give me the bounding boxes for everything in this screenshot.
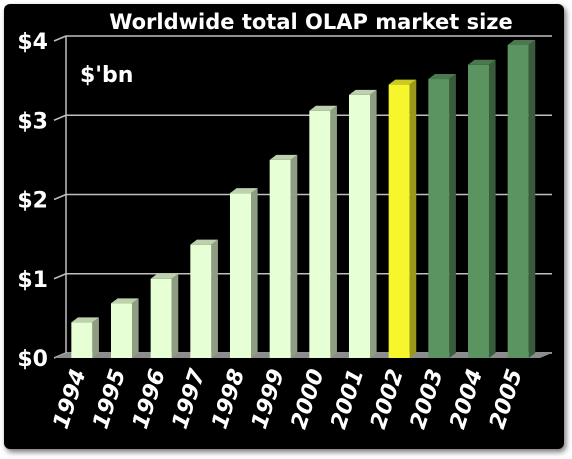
bar-front <box>71 322 93 358</box>
chart-title: Worldwide total OLAP market size <box>109 10 513 34</box>
bar-front <box>428 79 450 358</box>
bar-top <box>468 59 496 65</box>
bar-top <box>349 89 377 95</box>
x-tick-label: 1995 <box>89 366 132 432</box>
bar-front <box>269 159 291 358</box>
bar-2003 <box>428 74 456 358</box>
bar-2001 <box>349 89 377 358</box>
chart-frame: Worldwide total OLAP market size $'bn $0… <box>4 4 564 449</box>
bar-top <box>111 298 139 304</box>
x-tick-label: 1994 <box>49 366 92 432</box>
bar-front <box>349 94 370 358</box>
x-tick-label: 1997 <box>168 365 211 432</box>
bar-2004 <box>468 59 496 359</box>
bar-side <box>132 298 139 358</box>
bar-top <box>428 74 456 80</box>
bar-front <box>230 193 251 358</box>
bar-side <box>409 79 417 359</box>
bar-side <box>171 273 179 358</box>
bar-front <box>111 303 132 358</box>
x-tick-label: 2004 <box>446 366 489 432</box>
unit-label: $'bn <box>80 63 133 88</box>
y-tick-label: $1 <box>17 268 48 293</box>
gridline-depth <box>53 35 67 42</box>
bar-top <box>309 105 337 111</box>
x-tick-label: 2001 <box>327 366 370 432</box>
bar-2000 <box>309 105 337 359</box>
bar-front <box>468 64 489 359</box>
x-tick-label: 1999 <box>247 366 290 432</box>
bar-side <box>251 188 258 358</box>
bar-side <box>528 39 536 359</box>
olap-market-chart: Worldwide total OLAP market size $'bn $0… <box>17 10 552 432</box>
bar-side <box>370 89 377 358</box>
bar-side <box>211 239 218 358</box>
bar-side <box>449 74 456 358</box>
bar-front <box>507 44 529 359</box>
chart-floor <box>54 353 552 358</box>
bar-top <box>190 239 218 245</box>
y-tick-label: $3 <box>17 109 48 134</box>
x-tick-label: 2003 <box>406 366 449 432</box>
bar-front <box>150 278 172 358</box>
bar-2002 <box>388 79 417 359</box>
bar-front <box>309 110 331 359</box>
x-tick-label: 2005 <box>485 366 528 432</box>
bar-1999 <box>269 154 298 358</box>
bar-1994 <box>71 317 99 358</box>
gridline-depth <box>53 273 67 280</box>
x-tick-label: 1996 <box>128 366 171 432</box>
bar-top <box>150 273 179 279</box>
bar-top <box>269 154 298 160</box>
x-tick-label: 2000 <box>287 366 330 432</box>
x-tick-label: 2002 <box>366 366 409 432</box>
bar-side <box>290 154 298 358</box>
bar-front <box>388 84 410 359</box>
bar-top <box>230 188 258 194</box>
bar-side <box>489 59 496 359</box>
x-tick-label: 1998 <box>208 366 251 432</box>
bar-top <box>71 317 99 323</box>
bar-top <box>388 79 417 85</box>
bar-front <box>190 244 212 358</box>
bar-side <box>92 317 99 358</box>
bar-2005 <box>507 39 536 359</box>
bar-1995 <box>111 298 139 358</box>
gridline-depth <box>53 193 67 201</box>
bar-top <box>507 39 536 45</box>
gridline-depth <box>53 114 67 121</box>
bar-side <box>330 105 337 359</box>
bar-1998 <box>230 188 258 358</box>
y-tick-label: $0 <box>17 347 48 372</box>
y-tick-label: $2 <box>17 189 48 214</box>
y-tick-label: $4 <box>17 30 48 55</box>
bar-1997 <box>190 239 218 358</box>
bar-1996 <box>150 273 179 358</box>
